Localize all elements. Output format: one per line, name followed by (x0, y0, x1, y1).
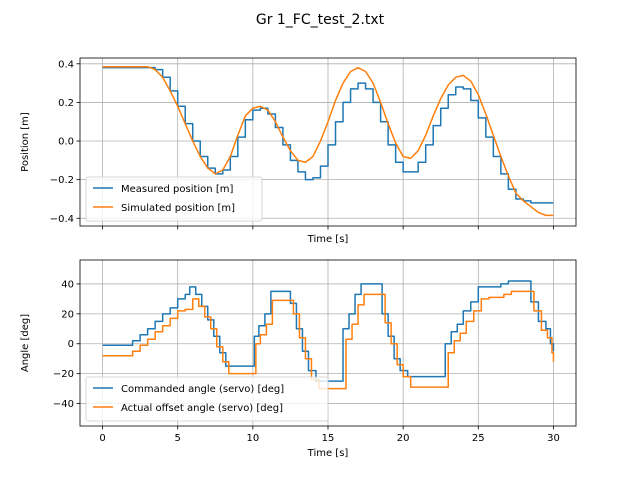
y-tick-label: 20 (61, 309, 74, 320)
legend: Commanded angle (servo) [deg] Actual offs… (85, 376, 329, 422)
y-tick-label: 0.0 (58, 137, 74, 148)
y-tick-label: −0.2 (50, 175, 74, 186)
y-tick-label: −0.4 (50, 214, 74, 225)
x-axis-label: Time [s] (307, 448, 349, 459)
figure-title: Gr 1_FC_test_2.txt (256, 12, 385, 28)
x-tick-label: 25 (472, 433, 485, 444)
y-axis-label: Position [m] (20, 112, 31, 172)
y-axis-label: Angle [deg] (20, 314, 31, 372)
series-line-2 (102, 290, 555, 390)
series-line-1 (102, 66, 554, 204)
y-tick-label: −20 (53, 369, 74, 380)
legend-label-1: Commanded angle (servo) [deg] (121, 384, 284, 395)
position-subplot: −0.4 −0.2 0.0 0.2 0.4 Time [s] Position [m] Mea… (20, 57, 577, 245)
legend: Measured position [m] Simulated position … (85, 176, 263, 222)
angle-subplot: 0 5 10 15 20 25 30 −40 −20 0 20 40 Time [s] Angle [de… (20, 259, 577, 459)
x-tick-label: 10 (246, 433, 259, 444)
y-tick-label: 0.4 (58, 59, 74, 70)
x-tick-label: 15 (322, 433, 335, 444)
x-axis-label: Time [s] (307, 234, 349, 245)
x-tick-label: 0 (99, 433, 105, 444)
legend-label-2: Simulated position [m] (121, 203, 235, 214)
y-tick-label: 0 (68, 339, 74, 350)
legend-label-2: Actual offset angle (servo) [deg] (121, 403, 283, 414)
legend-box (85, 376, 329, 422)
y-tick-label: 40 (61, 279, 74, 290)
legend-label-1: Measured position [m] (121, 184, 233, 195)
y-tick-label: 0.2 (58, 98, 74, 109)
series-line-2 (102, 65, 554, 217)
x-tick-label: 20 (397, 433, 410, 444)
y-tick-label: −40 (53, 399, 74, 410)
x-tick-label: 30 (547, 433, 560, 444)
x-tick-label: 5 (175, 433, 181, 444)
legend-box (85, 176, 263, 222)
